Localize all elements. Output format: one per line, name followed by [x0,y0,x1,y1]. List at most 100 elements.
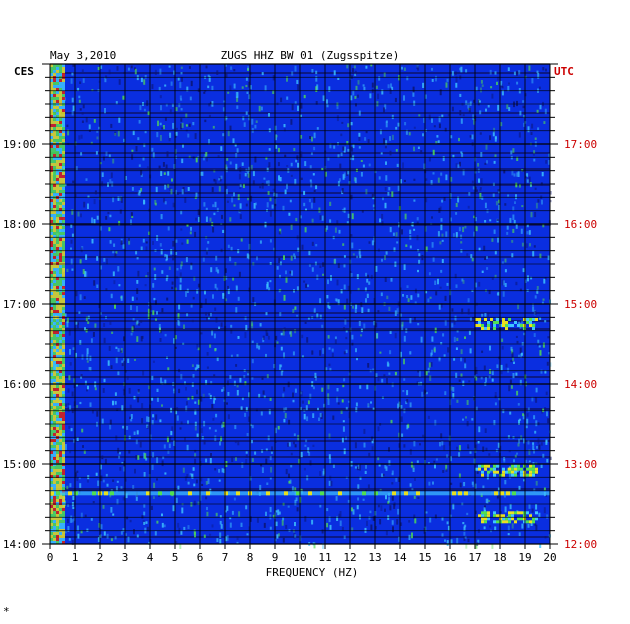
heatmap-cell [96,136,99,140]
heatmap-cell [398,432,400,438]
heatmap-cell [236,105,239,109]
heatmap-cell [365,131,368,134]
heatmap-cell [59,232,62,235]
heatmap-cell [56,361,59,364]
heatmap-cell [368,452,371,457]
heatmap-cell [172,240,175,247]
heatmap-cell [301,244,304,250]
heatmap-cell [420,336,423,343]
heatmap-cell [56,388,59,391]
heatmap-cell [86,348,89,354]
heatmap-cell [401,321,404,327]
heatmap-cell [50,280,53,283]
heatmap-cell [185,386,187,391]
heatmap-cell [267,191,270,195]
heatmap-cell [81,112,84,115]
heatmap-cell [221,214,223,219]
heatmap-cell [344,318,347,322]
heatmap-cell [475,318,478,321]
heatmap-cell [516,452,518,455]
heatmap-cell [490,318,493,321]
heatmap-cell [146,491,150,496]
heatmap-cell [50,472,53,475]
heatmap-cell [248,392,251,398]
heatmap-cell [326,104,329,108]
heatmap-cell [417,293,420,298]
heatmap-cell [399,313,402,317]
heatmap-cell [152,241,154,245]
heatmap-cell [488,289,491,295]
heatmap-cell [437,231,440,237]
heatmap-cell [204,290,206,295]
heatmap-cell [162,456,165,459]
heatmap-cell [410,461,413,468]
heatmap-cell [195,479,198,484]
heatmap-cell [53,268,56,271]
x-tick-label: 3 [122,551,129,564]
heatmap-cell [452,491,456,496]
heatmap-cell [352,305,354,309]
heatmap-cell [62,496,65,499]
heatmap-cell [53,190,56,193]
heatmap-cell [193,276,196,281]
heatmap-cell [392,526,394,533]
heatmap-cell [518,438,521,444]
heatmap-cell [484,162,487,165]
heatmap-cell [322,543,324,549]
heatmap-cell [207,317,210,320]
heatmap-cell [446,282,449,286]
heatmap-cell [62,100,65,103]
heatmap-cell [414,478,416,481]
heatmap-cell [161,513,163,517]
heatmap-cell [511,514,514,518]
heatmap-cell [287,505,290,508]
heatmap-cell [86,353,89,360]
heatmap-cell [271,446,274,453]
heatmap-cell [365,272,368,277]
heatmap-cell [431,118,433,123]
heatmap-cell [309,136,311,139]
heatmap-cell [135,439,138,445]
heatmap-cell [50,385,53,388]
heatmap-cell [196,364,199,370]
heatmap-cell [236,491,240,496]
heatmap-cell [263,522,266,528]
heatmap-cell [53,394,56,397]
heatmap-cell [238,271,241,277]
heatmap-cell [62,343,65,346]
heatmap-cell [59,535,62,538]
heatmap-cell [237,441,240,446]
heatmap-cell [56,370,59,373]
heatmap-cell [275,510,278,513]
heatmap-cell [62,121,65,124]
heatmap-cell [234,425,237,430]
heatmap-cell [338,229,341,234]
heatmap-cell [523,479,526,482]
heatmap-cell [56,379,59,382]
heatmap-cell [316,313,319,319]
heatmap-cell [475,543,478,549]
heatmap-cell [227,244,230,248]
heatmap-cell [345,336,348,340]
heatmap-cell [106,483,109,487]
heatmap-cell [409,402,412,408]
heatmap-cell [528,449,531,455]
heatmap-cell [188,491,192,496]
heatmap-cell [451,70,454,76]
heatmap-cell [543,507,546,514]
heatmap-cell [215,317,218,323]
heatmap-cell [465,543,468,549]
heatmap-cell [431,349,433,355]
heatmap-cell [135,250,138,255]
heatmap-cell [501,86,504,89]
heatmap-cell [62,517,65,520]
heatmap-cell [447,525,450,531]
heatmap-cell [62,106,65,109]
heatmap-cell [273,247,276,252]
heatmap-cell [155,414,158,421]
heatmap-cell [59,292,62,295]
heatmap-cell [95,151,98,155]
heatmap-cell [53,115,56,118]
heatmap-cell [62,280,65,283]
heatmap-cell [531,396,534,402]
